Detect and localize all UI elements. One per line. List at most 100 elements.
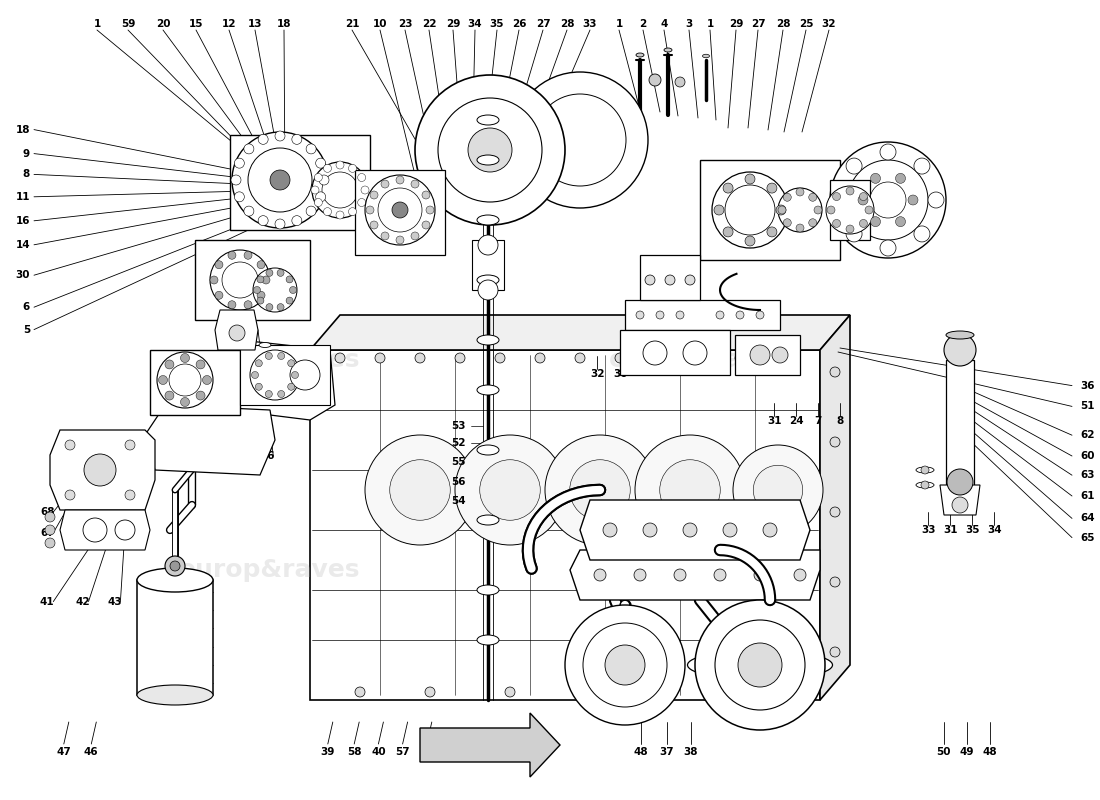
Circle shape	[180, 354, 189, 362]
Polygon shape	[735, 335, 800, 375]
Circle shape	[544, 435, 654, 545]
Circle shape	[250, 350, 300, 400]
Circle shape	[754, 569, 766, 581]
Circle shape	[265, 390, 273, 398]
Text: 13: 13	[248, 19, 262, 29]
Circle shape	[389, 460, 450, 520]
Circle shape	[84, 454, 116, 486]
Text: 29: 29	[446, 19, 460, 29]
Text: 1: 1	[94, 19, 100, 29]
Circle shape	[846, 225, 854, 233]
Text: 52: 52	[451, 438, 465, 448]
Circle shape	[316, 158, 326, 168]
Ellipse shape	[703, 54, 710, 58]
Circle shape	[808, 194, 816, 202]
Circle shape	[422, 191, 430, 199]
Circle shape	[270, 170, 290, 190]
Circle shape	[165, 391, 174, 400]
Circle shape	[830, 577, 840, 587]
Polygon shape	[420, 713, 560, 777]
Text: 64: 64	[1080, 514, 1094, 523]
Circle shape	[583, 623, 667, 707]
Polygon shape	[145, 405, 275, 475]
Circle shape	[257, 291, 265, 299]
Text: europ&raves: europ&raves	[179, 348, 361, 372]
Circle shape	[846, 187, 854, 195]
Circle shape	[605, 645, 645, 685]
Text: 63: 63	[1080, 470, 1094, 480]
Text: 23: 23	[398, 19, 412, 29]
Text: 65: 65	[1080, 533, 1094, 542]
Circle shape	[455, 353, 465, 363]
Text: 4: 4	[660, 19, 668, 29]
Polygon shape	[946, 360, 974, 490]
Text: 56: 56	[451, 477, 465, 486]
Ellipse shape	[477, 155, 499, 165]
Text: 42: 42	[75, 597, 90, 606]
Polygon shape	[50, 430, 155, 510]
Circle shape	[645, 275, 654, 285]
Circle shape	[738, 643, 782, 687]
Circle shape	[644, 523, 657, 537]
Ellipse shape	[477, 115, 499, 125]
Circle shape	[266, 270, 273, 276]
Circle shape	[725, 185, 775, 235]
Circle shape	[265, 353, 273, 359]
Ellipse shape	[138, 685, 213, 705]
Circle shape	[244, 144, 254, 154]
Circle shape	[796, 224, 804, 232]
Circle shape	[165, 360, 174, 369]
Ellipse shape	[477, 215, 499, 225]
Text: 44: 44	[419, 747, 435, 757]
Circle shape	[361, 186, 368, 194]
Polygon shape	[218, 340, 336, 420]
Circle shape	[865, 206, 873, 214]
Text: 35: 35	[490, 19, 504, 29]
Circle shape	[415, 75, 565, 225]
Text: 27: 27	[750, 19, 766, 29]
Text: 34: 34	[987, 525, 1002, 534]
Circle shape	[859, 219, 868, 227]
Circle shape	[674, 569, 686, 581]
Polygon shape	[570, 550, 820, 600]
Circle shape	[928, 192, 944, 208]
Circle shape	[714, 205, 724, 215]
Circle shape	[944, 334, 976, 366]
Polygon shape	[60, 510, 150, 550]
Text: 53: 53	[451, 421, 465, 430]
Circle shape	[859, 193, 868, 201]
Text: 6: 6	[23, 302, 30, 312]
Circle shape	[830, 142, 946, 258]
Circle shape	[826, 186, 875, 234]
Circle shape	[832, 192, 848, 208]
Ellipse shape	[477, 335, 499, 345]
Text: europ&raves: europ&raves	[609, 348, 791, 372]
Ellipse shape	[258, 342, 271, 347]
Circle shape	[257, 276, 264, 283]
Circle shape	[565, 605, 685, 725]
Text: 9: 9	[23, 149, 30, 158]
Ellipse shape	[138, 568, 213, 592]
Circle shape	[214, 291, 223, 299]
Circle shape	[714, 569, 726, 581]
Circle shape	[277, 390, 285, 398]
Circle shape	[723, 523, 737, 537]
Text: 61: 61	[1080, 491, 1094, 501]
Circle shape	[349, 208, 356, 216]
Circle shape	[381, 232, 389, 240]
Polygon shape	[230, 135, 370, 230]
Circle shape	[594, 569, 606, 581]
Text: 67: 67	[40, 528, 55, 538]
Text: 33: 33	[583, 19, 597, 29]
Polygon shape	[150, 350, 240, 415]
Text: 12: 12	[222, 19, 236, 29]
Circle shape	[165, 556, 185, 576]
Circle shape	[796, 188, 804, 196]
Text: 38: 38	[683, 747, 698, 757]
Ellipse shape	[477, 635, 499, 645]
Polygon shape	[195, 240, 310, 320]
Circle shape	[292, 371, 298, 378]
Circle shape	[756, 311, 764, 319]
Text: 49: 49	[959, 747, 975, 757]
Text: 22: 22	[421, 19, 437, 29]
